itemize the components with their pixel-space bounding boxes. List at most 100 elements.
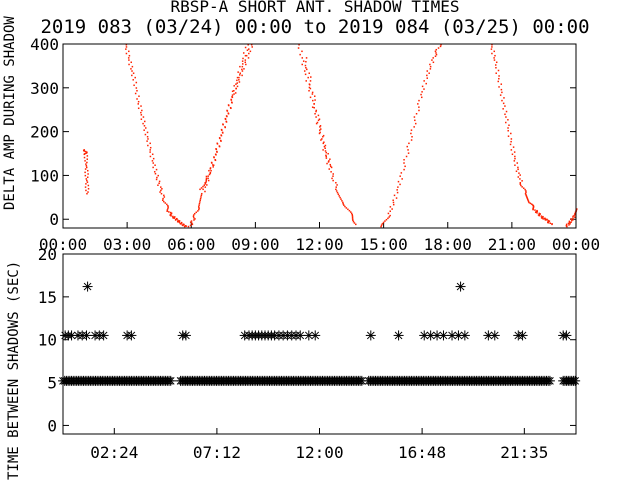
top-data-point [531, 204, 534, 206]
top-data-point [328, 168, 330, 170]
top-data-point [158, 180, 161, 183]
top-data-point [415, 113, 418, 115]
top-data-point [551, 223, 553, 226]
top-data-point [166, 210, 168, 212]
top-data-point [208, 173, 211, 176]
top-data-point [140, 118, 143, 120]
top-data-point [231, 96, 234, 99]
top-data-point [410, 132, 412, 135]
bottom-y-tick-label: 5 [47, 374, 57, 393]
top-data-point [324, 150, 327, 152]
top-data-point [135, 81, 138, 84]
top-data-point [505, 121, 507, 124]
top-data-point [237, 71, 239, 73]
top-data-point [502, 108, 504, 110]
top-data-point [230, 107, 232, 110]
bottom-x-tick-label: 07:12 [193, 443, 241, 462]
top-data-point [177, 219, 179, 222]
top-data-point [532, 207, 534, 209]
top-data-point [396, 191, 399, 194]
top-data-point [178, 220, 181, 222]
top-data-point [142, 116, 145, 118]
top-data-point [405, 155, 408, 158]
top-data-point [536, 212, 538, 214]
top-data-point [532, 208, 534, 211]
top-data-point [128, 54, 131, 57]
top-data-point [206, 184, 208, 186]
top-data-point [84, 171, 86, 174]
top-data-point [200, 194, 203, 197]
top-data-point [204, 183, 207, 185]
top-data-point [547, 219, 549, 222]
bottom-data-point [81, 330, 92, 341]
top-data-point [403, 159, 405, 161]
bottom-data-point [310, 330, 321, 341]
top-data-point [418, 99, 420, 102]
top-data-point [207, 175, 209, 177]
chart-title: RBSP-A SHORT ANT. SHADOW TIMES [171, 0, 460, 16]
top-data-point [532, 205, 535, 208]
top-data-point [517, 176, 520, 178]
top-data-point [434, 55, 437, 57]
bottom-data-point [483, 330, 494, 341]
top-data-point [511, 153, 514, 156]
top-data-point [197, 206, 200, 208]
top-data-point [491, 44, 493, 46]
top-data-point [568, 224, 570, 226]
top-data-point [134, 92, 137, 95]
top-data-point [319, 131, 321, 134]
top-data-point [403, 162, 405, 164]
top-data-point [209, 168, 212, 170]
bottom-plot-frame [62, 253, 577, 435]
top-data-point [565, 224, 568, 227]
top-data-point [332, 175, 334, 177]
top-data-point [305, 60, 307, 63]
top-data-point [351, 214, 354, 216]
top-data-point [325, 155, 327, 158]
top-data-point [414, 122, 417, 125]
top-data-point [198, 204, 200, 206]
top-data-point [194, 218, 196, 220]
top-data-point [248, 48, 250, 50]
top-x-tick-label: 06:00 [167, 235, 215, 254]
top-data-point [220, 140, 222, 142]
top-data-point [408, 142, 410, 145]
bottom-y-tick-label: 10 [38, 331, 57, 350]
top-y-tick-label: 400 [30, 35, 59, 54]
top-data-point [213, 156, 215, 159]
top-data-point [504, 105, 506, 107]
top-data-point [407, 149, 409, 151]
top-data-point [428, 72, 430, 74]
top-data-point [167, 206, 169, 208]
bottom-data-point [489, 330, 500, 341]
top-data-point [315, 116, 317, 118]
top-data-point [224, 118, 227, 120]
top-data-point [335, 190, 338, 192]
top-data-point [495, 61, 498, 64]
top-data-point [317, 114, 320, 117]
top-data-point [325, 151, 328, 154]
top-data-point [528, 201, 530, 204]
top-data-point [199, 199, 201, 202]
top-data-point [134, 76, 136, 79]
top-data-point [501, 91, 503, 94]
top-data-point [244, 54, 247, 57]
bottom-y-tick-label: 15 [38, 288, 57, 307]
bottom-data-point [356, 375, 367, 386]
top-data-point [200, 187, 203, 189]
top-data-point [327, 152, 329, 155]
top-data-point [231, 102, 233, 104]
top-y-tick-label: 0 [49, 210, 59, 229]
top-data-point [391, 208, 393, 210]
top-data-point [392, 203, 395, 206]
top-data-point [193, 219, 195, 221]
top-data-point [435, 53, 438, 56]
top-data-point [432, 61, 435, 64]
top-data-point [573, 214, 575, 217]
top-data-point [173, 216, 175, 219]
top-data-point [507, 135, 510, 137]
top-data-point [329, 158, 331, 160]
top-data-point [352, 219, 354, 222]
top-data-point [495, 67, 497, 69]
top-data-point [167, 205, 169, 207]
